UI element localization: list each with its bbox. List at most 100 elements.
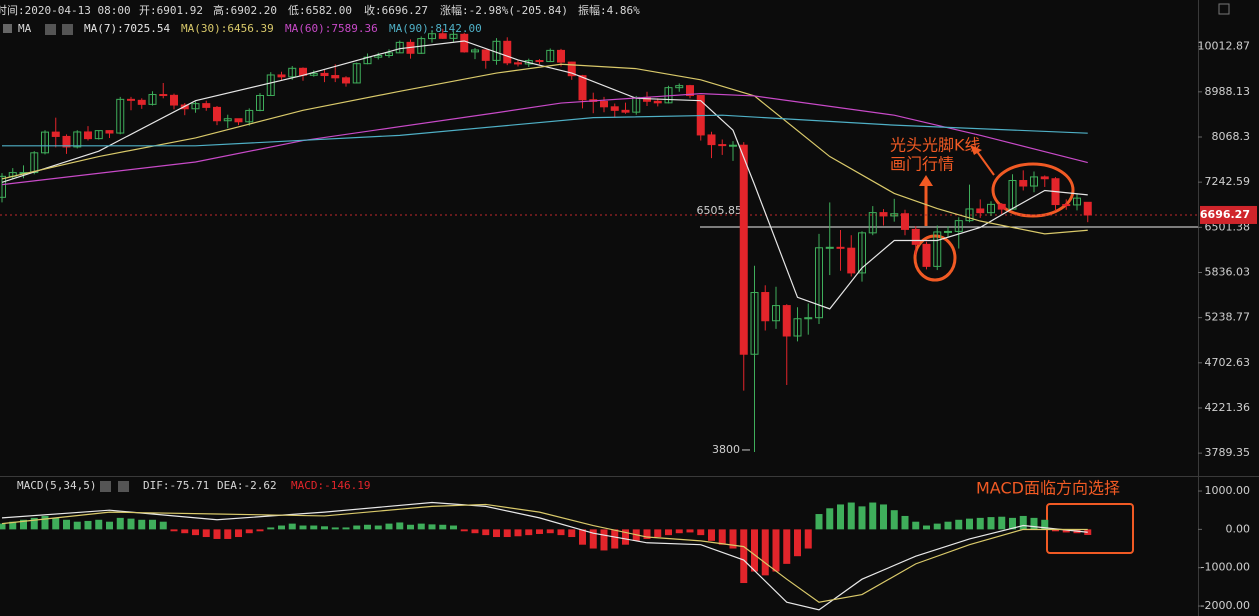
candle-body bbox=[707, 134, 716, 146]
candle-body bbox=[51, 131, 60, 137]
macd-bar bbox=[224, 529, 232, 539]
macd-bar bbox=[450, 525, 457, 530]
macd-bar bbox=[20, 519, 27, 530]
candle-body bbox=[535, 60, 544, 63]
candle-body bbox=[41, 131, 49, 154]
candle-body bbox=[686, 85, 694, 97]
candle-body bbox=[567, 61, 576, 77]
candle-body bbox=[116, 98, 125, 134]
macd-bar bbox=[794, 529, 801, 557]
candle-body bbox=[471, 49, 479, 53]
macd-bar bbox=[245, 529, 253, 534]
macd-bar bbox=[1062, 529, 1070, 533]
macd-bar bbox=[407, 524, 414, 530]
header-item: 振幅:4.86% bbox=[578, 3, 640, 17]
candle-body bbox=[84, 131, 92, 140]
arrow-head bbox=[919, 175, 933, 186]
highlight-circle bbox=[991, 162, 1075, 218]
candle-body bbox=[1030, 176, 1038, 187]
candle-body bbox=[481, 49, 490, 61]
legend-entry: MA(7):7025.54 bbox=[84, 22, 170, 35]
eye-icon[interactable] bbox=[45, 24, 56, 35]
candle-body bbox=[815, 247, 823, 319]
macd-bar bbox=[288, 523, 296, 530]
eye-icon[interactable] bbox=[100, 481, 111, 492]
candle-body bbox=[546, 49, 555, 63]
macd-bar bbox=[192, 529, 199, 536]
candle-body bbox=[159, 94, 168, 97]
macd-bar bbox=[675, 529, 683, 534]
macd-bar bbox=[718, 529, 726, 545]
support-label: 6505.85 bbox=[697, 204, 743, 217]
y-tick-label: 1000.00 bbox=[1205, 484, 1251, 497]
close-icon[interactable] bbox=[118, 481, 129, 492]
macd-bar bbox=[417, 523, 425, 530]
macd-bar bbox=[525, 529, 533, 536]
low-label: 3800 bbox=[712, 443, 740, 456]
settings-icon[interactable] bbox=[1218, 3, 1230, 15]
candle-body bbox=[213, 106, 221, 122]
macd-bar bbox=[783, 529, 791, 564]
candle-body bbox=[739, 144, 748, 355]
macd-title: MACD(5,34,5) bbox=[17, 479, 96, 492]
macd-bar bbox=[944, 521, 952, 530]
y-tick-label: 8068.3 bbox=[1212, 130, 1251, 143]
macd-bar bbox=[299, 525, 307, 530]
macd-bar bbox=[557, 529, 565, 536]
macd-bar bbox=[149, 519, 156, 530]
macd-bar bbox=[256, 529, 264, 532]
macd-bar bbox=[278, 525, 285, 530]
macd-bar bbox=[933, 523, 941, 530]
candle-body bbox=[997, 203, 1006, 210]
candle-body bbox=[105, 130, 114, 134]
candle-body bbox=[600, 100, 608, 108]
macd-bar bbox=[116, 517, 124, 530]
candle-body bbox=[73, 131, 82, 148]
candle-body bbox=[234, 118, 243, 123]
candle-body bbox=[987, 203, 995, 214]
macd-bar bbox=[772, 529, 780, 572]
macd-bar bbox=[708, 529, 715, 541]
macd-bar bbox=[955, 519, 963, 530]
candle-body bbox=[288, 67, 297, 78]
arrow bbox=[975, 149, 995, 176]
y-tick-label: 10012.87 bbox=[1198, 40, 1251, 53]
y-tick-label: 7242.59 bbox=[1205, 175, 1251, 188]
macd-bar bbox=[686, 529, 694, 533]
macd-bar bbox=[482, 529, 490, 536]
macd-bar bbox=[138, 519, 146, 530]
macd-bar bbox=[665, 529, 672, 536]
header-item: 时间:2020-04-13 08:00 bbox=[0, 4, 131, 17]
candle-body bbox=[266, 74, 275, 96]
candle-body bbox=[729, 144, 737, 147]
macd-bar bbox=[600, 529, 608, 551]
macd-bar bbox=[697, 529, 705, 536]
collapse-icon[interactable] bbox=[3, 24, 12, 33]
macd-label: MACD:-146.19 bbox=[291, 479, 370, 492]
y-tick-label: -2000.00 bbox=[1201, 599, 1250, 612]
candle-body bbox=[385, 52, 393, 56]
macd-bar bbox=[589, 529, 597, 549]
candle-body bbox=[1019, 180, 1028, 187]
candle-body bbox=[965, 208, 974, 222]
macd-bar bbox=[880, 504, 887, 530]
macd-bar bbox=[342, 527, 350, 530]
ma-line bbox=[1, 40, 1088, 310]
candle-body bbox=[675, 85, 684, 89]
candle-body bbox=[782, 305, 791, 337]
macd-bar bbox=[568, 529, 576, 538]
macd-bar bbox=[310, 525, 318, 530]
macd-bar bbox=[611, 529, 619, 549]
annotation: MACD面临方向选择 bbox=[976, 479, 1120, 498]
annotation: 光头光脚K线 bbox=[890, 136, 981, 155]
macd-bar bbox=[579, 529, 586, 545]
close-icon[interactable] bbox=[62, 24, 73, 35]
candle-body bbox=[933, 231, 942, 267]
macd-bar bbox=[364, 524, 371, 530]
candle-body bbox=[395, 41, 404, 54]
candle-body bbox=[352, 63, 361, 84]
macd-bar bbox=[503, 529, 511, 538]
candle-body bbox=[761, 292, 770, 322]
macd-bar bbox=[181, 529, 189, 534]
candle-body bbox=[750, 292, 759, 355]
